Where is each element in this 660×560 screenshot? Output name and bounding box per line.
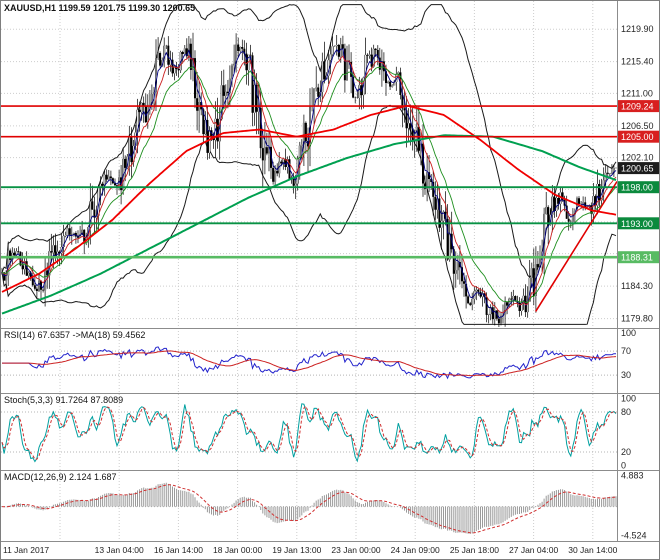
svg-text:1188.31: 1188.31 [621, 253, 653, 263]
time-tick-label: 25 Jan 18:00 [449, 545, 499, 555]
support-resistance-lines[interactable] [1, 105, 617, 259]
svg-text:1211.00: 1211.00 [621, 88, 653, 98]
price-marker-boxes: 1209.24 1205.00 1200.65 1198.00 1193.00 1188.… [618, 100, 659, 264]
time-axis[interactable]: 11 Jan 2017 13 Jan 04:00 16 Jan 14:00 18 Ja… [1, 542, 659, 559]
svg-text:1219.90: 1219.90 [621, 24, 654, 34]
macd-histogram [3, 482, 617, 534]
svg-text:4.883: 4.883 [621, 471, 644, 481]
svg-text:1179.80: 1179.80 [621, 314, 653, 324]
macd-label: MACD(12,26,9) 2.124 1.687 [4, 472, 117, 482]
stochastic-lines [1, 403, 617, 463]
time-tick-label: 23 Jan 00:00 [331, 545, 381, 555]
trendline[interactable] [535, 181, 618, 312]
svg-text:100: 100 [621, 394, 636, 404]
time-tick-label: 19 Jan 13:00 [272, 545, 322, 555]
svg-text:-4.524: -4.524 [621, 530, 647, 540]
time-tick-label: 11 Jan 2017 [3, 545, 50, 555]
macd-signal-line [1, 484, 617, 534]
slow-moving-averages [1, 104, 617, 315]
stoch-label: Stoch(5,3,3) 91.7264 87.8089 [4, 395, 124, 405]
symbol-ohlc-label: XAUUSD,H1 1199.59 1201.75 1199.30 1200.6… [4, 3, 196, 13]
grid [1, 1, 617, 541]
svg-text:1184.30: 1184.30 [621, 281, 653, 291]
svg-text:1193.00: 1193.00 [621, 219, 653, 229]
svg-text:1209.24: 1209.24 [621, 102, 654, 112]
price-axis-labels: 1219.90 1215.40 1211.00 1206.50 1202.10 1184.… [621, 24, 654, 540]
bollinger-bands [1, 4, 617, 325]
time-tick-label: 13 Jan 04:00 [94, 545, 144, 555]
svg-text:80: 80 [621, 407, 631, 417]
time-tick-label: 24 Jan 09:00 [390, 545, 440, 555]
svg-text:1198.00: 1198.00 [621, 183, 653, 193]
candlesticks [1, 32, 617, 327]
rsi-lines [2, 346, 617, 380]
rsi-label: RSI(14) 67.6357 ->MA(18) 59.4562 [4, 330, 146, 340]
svg-text:30: 30 [621, 370, 631, 380]
svg-text:20: 20 [621, 447, 631, 457]
svg-text:1200.65: 1200.65 [621, 164, 654, 174]
svg-text:1215.40: 1215.40 [621, 57, 654, 67]
time-tick-label: 16 Jan 14:00 [153, 545, 203, 555]
svg-text:1205.00: 1205.00 [621, 132, 654, 142]
time-tick-label: 30 Jan 14:00 [568, 545, 618, 555]
svg-text:1202.10: 1202.10 [621, 153, 654, 163]
svg-text:0: 0 [621, 460, 626, 470]
svg-text:70: 70 [621, 346, 631, 356]
panel-dividers [1, 1, 659, 542]
svg-text:1206.50: 1206.50 [621, 121, 654, 131]
svg-text:100: 100 [621, 328, 636, 338]
time-tick-label: 27 Jan 04:00 [509, 545, 559, 555]
time-tick-label: 18 Jan 00:00 [213, 545, 263, 555]
